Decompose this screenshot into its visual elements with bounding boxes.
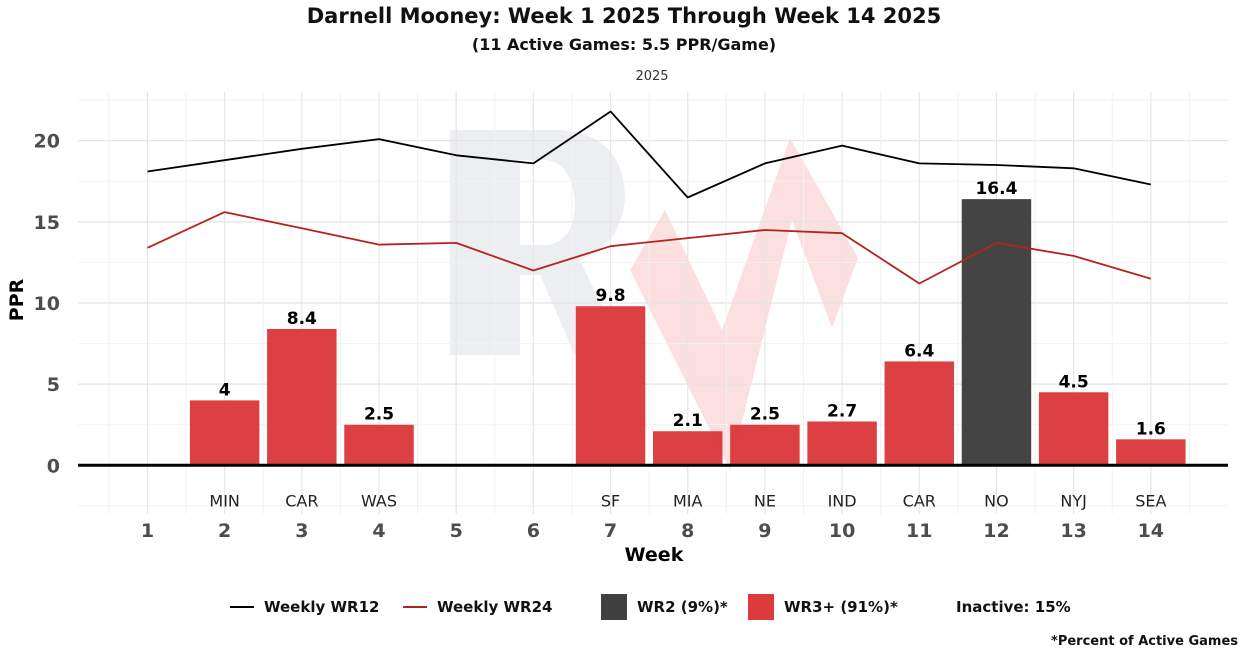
x-tick-label: 13 xyxy=(1060,520,1086,542)
bar-week-13 xyxy=(1038,392,1109,466)
opponent-label-week-12: NO xyxy=(984,492,1009,511)
facet-label: 2025 xyxy=(635,69,669,84)
series-line-weekly-wr24 xyxy=(147,211,1152,285)
opponent-label-week-7: SF xyxy=(601,492,620,511)
watermark-logo xyxy=(450,130,858,470)
legend-label-inactive: Inactive: 15% xyxy=(956,598,1071,616)
y-tick-label: 10 xyxy=(34,293,60,315)
x-tick-label: 1 xyxy=(141,520,154,542)
series-line-weekly-wr12 xyxy=(147,110,1151,199)
opponent-label-week-9: NE xyxy=(754,492,776,511)
opponent-label-week-8: MIA xyxy=(673,492,703,511)
legend-item-wr24: Weekly WR24 xyxy=(403,590,552,624)
y-tick-label: 15 xyxy=(34,212,60,234)
bar-week-11 xyxy=(884,361,955,466)
y-tick-label: 0 xyxy=(47,455,60,477)
bar-value-label-week-14: 1.6 xyxy=(1136,419,1166,439)
bar-series xyxy=(189,199,1186,466)
x-tick-label: 3 xyxy=(295,520,308,542)
y-axis-title: PPR xyxy=(6,278,28,321)
x-tick-label: 6 xyxy=(527,520,540,542)
bar-value-label-week-7: 9.8 xyxy=(595,286,625,306)
legend-label-wr2: WR2 (9%)* xyxy=(637,598,728,616)
chart-subtitle: (11 Active Games: 5.5 PPR/Game) xyxy=(471,35,777,54)
opponent-labels: MIN CAR WAS SF MIA NE IND CAR NO NYJ SEA xyxy=(209,492,1166,511)
bar-value-label-week-2: 4 xyxy=(219,380,231,400)
x-tick-label: 12 xyxy=(983,520,1009,542)
bar-value-label-week-11: 6.4 xyxy=(904,341,934,361)
y-axis-ticks: 0 5 10 15 20 xyxy=(34,131,60,478)
legend-line-wr12 xyxy=(230,606,254,608)
x-tick-label: 9 xyxy=(758,520,771,542)
x-tick-label: 7 xyxy=(604,520,617,542)
bar-value-label-week-4: 2.5 xyxy=(364,405,394,425)
legend-label-wr3: WR3+ (91%)* xyxy=(784,598,898,616)
legend-item-wr2: WR2 (9%)* xyxy=(601,590,728,624)
legend-swatch-wr3 xyxy=(748,594,774,620)
opponent-label-week-3: CAR xyxy=(285,492,318,511)
bar-value-label-week-12: 16.4 xyxy=(975,179,1017,199)
legend-line-wr24 xyxy=(403,606,427,608)
bar-value-label-week-9: 2.5 xyxy=(750,405,780,425)
x-tick-label: 5 xyxy=(450,520,463,542)
legend-item-inactive: Inactive: 15% xyxy=(956,590,1071,624)
opponent-label-week-2: MIN xyxy=(209,492,240,511)
x-tick-label: 14 xyxy=(1138,520,1164,542)
y-tick-label: 5 xyxy=(47,374,60,396)
x-tick-label: 8 xyxy=(681,520,694,542)
x-tick-label: 4 xyxy=(372,520,385,542)
x-tick-label: 2 xyxy=(218,520,231,542)
bar-value-label-week-13: 4.5 xyxy=(1059,372,1089,392)
bar-value-label-week-8: 2.1 xyxy=(673,411,703,431)
opponent-label-week-4: WAS xyxy=(361,492,397,511)
chart-title: Darnell Mooney: Week 1 2025 Through Week… xyxy=(306,4,942,28)
x-axis-title: Week xyxy=(625,544,684,566)
opponent-label-week-13: NYJ xyxy=(1060,492,1086,511)
x-axis-ticks: 1 2 3 4 5 6 7 8 9 10 11 12 13 14 xyxy=(141,520,1164,542)
bar-week-8 xyxy=(653,431,723,466)
bar-week-7 xyxy=(575,306,646,466)
legend: Weekly WR12 Weekly WR24 WR2 (9%)* WR3+ (… xyxy=(0,590,1248,624)
y-tick-label: 20 xyxy=(34,131,60,153)
x-tick-label: 11 xyxy=(906,520,932,542)
bar-value-label-week-3: 8.4 xyxy=(287,309,317,329)
opponent-label-week-14: SEA xyxy=(1135,492,1166,511)
legend-label-wr24: Weekly WR24 xyxy=(437,598,553,616)
legend-label-wr12: Weekly WR12 xyxy=(264,598,380,616)
bar-week-14 xyxy=(1116,439,1186,466)
bar-value-label-week-10: 2.7 xyxy=(827,401,857,421)
bar-week-3 xyxy=(267,328,337,466)
line-series xyxy=(147,110,1152,285)
bar-week-10 xyxy=(807,421,877,466)
opponent-label-week-10: IND xyxy=(828,492,857,511)
bar-week-2 xyxy=(189,400,260,466)
bar-week-4 xyxy=(344,424,414,466)
bar-value-labels: 4 8.4 2.5 9.8 2.1 2.5 2.7 6.4 16.4 4.5 1.6 xyxy=(219,179,1166,439)
opponent-label-week-11: CAR xyxy=(903,492,936,511)
x-tick-label: 10 xyxy=(829,520,855,542)
footnote: *Percent of Active Games xyxy=(1051,634,1238,649)
legend-swatch-wr2 xyxy=(601,594,627,620)
bar-week-12 xyxy=(961,199,1032,466)
legend-item-wr12: Weekly WR12 xyxy=(230,590,379,624)
bar-week-9 xyxy=(730,424,800,466)
legend-item-wr3: WR3+ (91%)* xyxy=(748,590,898,624)
